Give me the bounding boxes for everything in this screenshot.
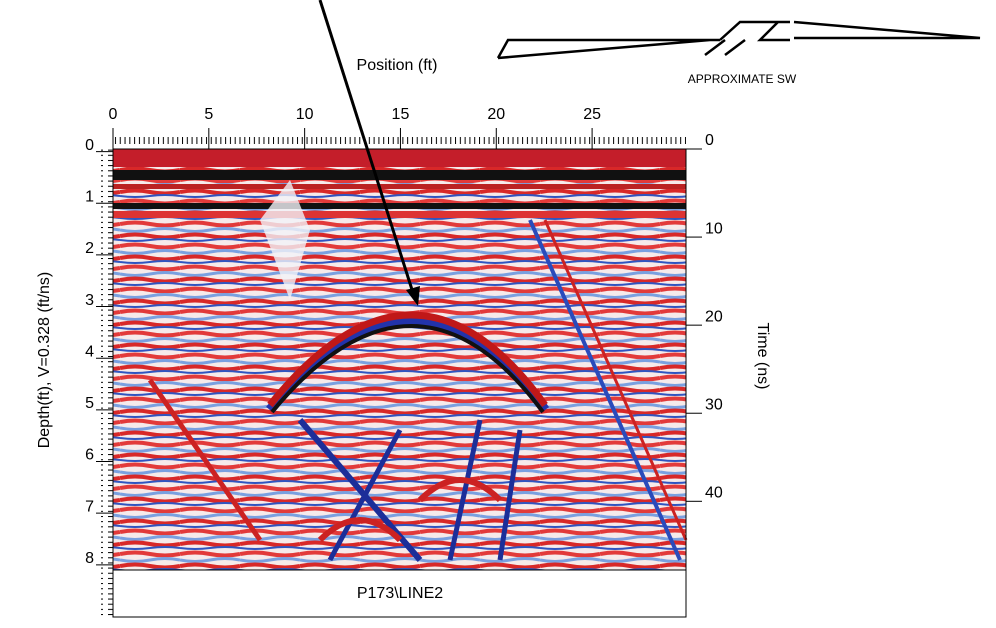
x-tick-label: 5 (204, 106, 213, 123)
y-tick-label: 5 (85, 395, 94, 412)
y2-axis-label: Time (ns) (754, 323, 771, 390)
y-tick-label: 2 (85, 240, 94, 257)
y-tick-label: 7 (85, 498, 94, 515)
y-tick-label: 4 (85, 343, 94, 360)
arrow-head (406, 286, 420, 306)
y-minor-ruler (101, 149, 113, 617)
x-tick-label: 0 (109, 106, 118, 123)
line-name: P173\LINE2 (357, 585, 443, 602)
y2-tick-label: 20 (705, 308, 723, 325)
y-axis-label: Depth(ft), V=0.328 (ft/ns) (36, 272, 53, 449)
x-tick-label: 20 (487, 106, 505, 123)
y-tick-label: 1 (85, 188, 94, 205)
y-tick-label: 8 (85, 550, 94, 567)
x-minor-ruler (113, 135, 686, 149)
annotation-arrow (318, 0, 416, 297)
y2-tick-label: 10 (705, 220, 723, 237)
pipe-sketch (496, 20, 981, 60)
y-tick-label: 3 (85, 292, 94, 309)
y2-tick-label: 40 (705, 485, 723, 502)
y-tick-label: 6 (85, 447, 94, 464)
annotation-text: APPROXIMATE SW (688, 72, 797, 86)
line-name-box (112, 569, 687, 618)
x-tick-label: 15 (392, 106, 410, 123)
y2-tick-label: 30 (705, 396, 723, 413)
y2-tick-label: 0 (705, 132, 714, 149)
y-tick-label: 0 (85, 137, 94, 154)
x-axis-label: Position (ft) (357, 57, 438, 74)
x-tick-label: 25 (583, 106, 601, 123)
radargram-image (113, 149, 688, 570)
x-tick-label: 10 (296, 106, 314, 123)
